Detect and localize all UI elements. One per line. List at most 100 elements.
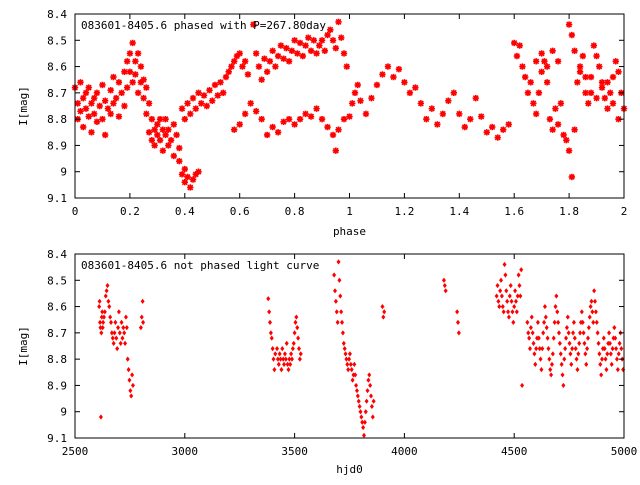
data-point <box>266 296 271 302</box>
data-point <box>594 319 599 325</box>
data-point <box>120 102 129 110</box>
data-point <box>359 414 364 420</box>
data-point <box>405 88 414 97</box>
data-point <box>352 361 357 367</box>
data-point <box>111 340 116 346</box>
data-point <box>498 288 503 294</box>
data-point <box>612 325 617 331</box>
data-point <box>595 330 600 336</box>
data-point <box>116 309 121 315</box>
data-point <box>183 99 192 108</box>
data-point <box>416 99 425 108</box>
unphased-light-curve-panel: 2500 3000 3500 4000 4500 5000 8.4 8.5 8.6 8.7 8.8 8… <box>17 248 637 476</box>
data-point <box>433 120 442 129</box>
data-point <box>582 340 587 346</box>
data-point <box>500 303 505 310</box>
data-point <box>117 88 126 97</box>
data-point <box>110 335 115 341</box>
data-point <box>488 123 497 132</box>
data-point <box>331 146 340 155</box>
data-point <box>335 319 340 325</box>
data-point <box>284 340 289 346</box>
data-point <box>603 104 612 113</box>
data-point <box>540 346 545 352</box>
data-point <box>268 330 273 336</box>
data-point <box>293 319 298 325</box>
data-point <box>552 319 557 325</box>
data-point <box>109 73 118 82</box>
data-point <box>502 261 507 268</box>
data-point <box>98 414 103 420</box>
data-point <box>356 96 365 105</box>
data-point <box>460 123 469 132</box>
x-tick-label: 0.4 <box>175 205 195 218</box>
data-point <box>194 88 203 97</box>
data-point <box>599 372 604 378</box>
unphased-chart-title: 083601-8405.6 not phased light curve <box>81 259 319 272</box>
data-point <box>288 361 293 367</box>
data-point <box>294 314 299 320</box>
data-point <box>589 298 594 304</box>
data-point <box>438 109 447 118</box>
data-point <box>617 340 622 346</box>
data-point <box>444 96 453 105</box>
data-point <box>383 62 392 71</box>
data-point <box>128 38 137 47</box>
data-point <box>570 346 575 352</box>
data-point <box>345 112 354 121</box>
data-point <box>106 86 115 95</box>
data-point <box>589 41 598 50</box>
data-point <box>555 309 560 315</box>
data-point <box>362 419 367 425</box>
data-point <box>145 128 154 137</box>
data-point <box>508 282 513 289</box>
data-point <box>276 361 281 367</box>
data-point <box>567 340 572 346</box>
data-point <box>519 267 524 273</box>
data-point <box>598 83 607 92</box>
y-tick-label: 8.7 <box>47 327 67 340</box>
data-point <box>361 109 370 118</box>
phased-y-axis-label: I[mag] <box>17 86 30 126</box>
data-point <box>514 309 519 315</box>
data-point <box>521 73 530 82</box>
data-point <box>332 272 337 278</box>
data-point <box>169 120 178 129</box>
data-point <box>123 83 132 92</box>
data-point <box>365 388 370 394</box>
data-point <box>576 67 585 76</box>
data-point <box>530 330 535 336</box>
data-point <box>235 49 244 58</box>
data-point <box>593 298 598 304</box>
data-point <box>296 38 305 47</box>
data-point <box>123 314 128 320</box>
data-point <box>366 377 371 383</box>
data-point <box>289 351 294 357</box>
data-point <box>158 146 167 155</box>
data-point <box>471 94 480 103</box>
x-tick-label: 3500 <box>281 445 308 458</box>
data-point <box>368 382 373 389</box>
data-point <box>269 335 274 341</box>
data-point <box>546 346 551 352</box>
data-point <box>336 259 341 265</box>
data-point <box>348 99 357 108</box>
data-point <box>263 130 272 139</box>
data-point <box>614 346 619 352</box>
data-point <box>545 335 550 341</box>
data-point <box>515 41 524 50</box>
data-point <box>131 70 140 79</box>
data-point <box>579 309 584 315</box>
data-point <box>274 128 283 137</box>
data-point <box>272 367 277 373</box>
data-point <box>338 293 343 299</box>
data-point <box>564 335 569 341</box>
data-point <box>114 112 123 121</box>
data-point <box>337 33 346 42</box>
data-point <box>98 115 107 124</box>
data-point <box>361 424 366 431</box>
data-point <box>329 36 338 45</box>
data-point <box>449 88 458 97</box>
data-point <box>350 377 355 383</box>
